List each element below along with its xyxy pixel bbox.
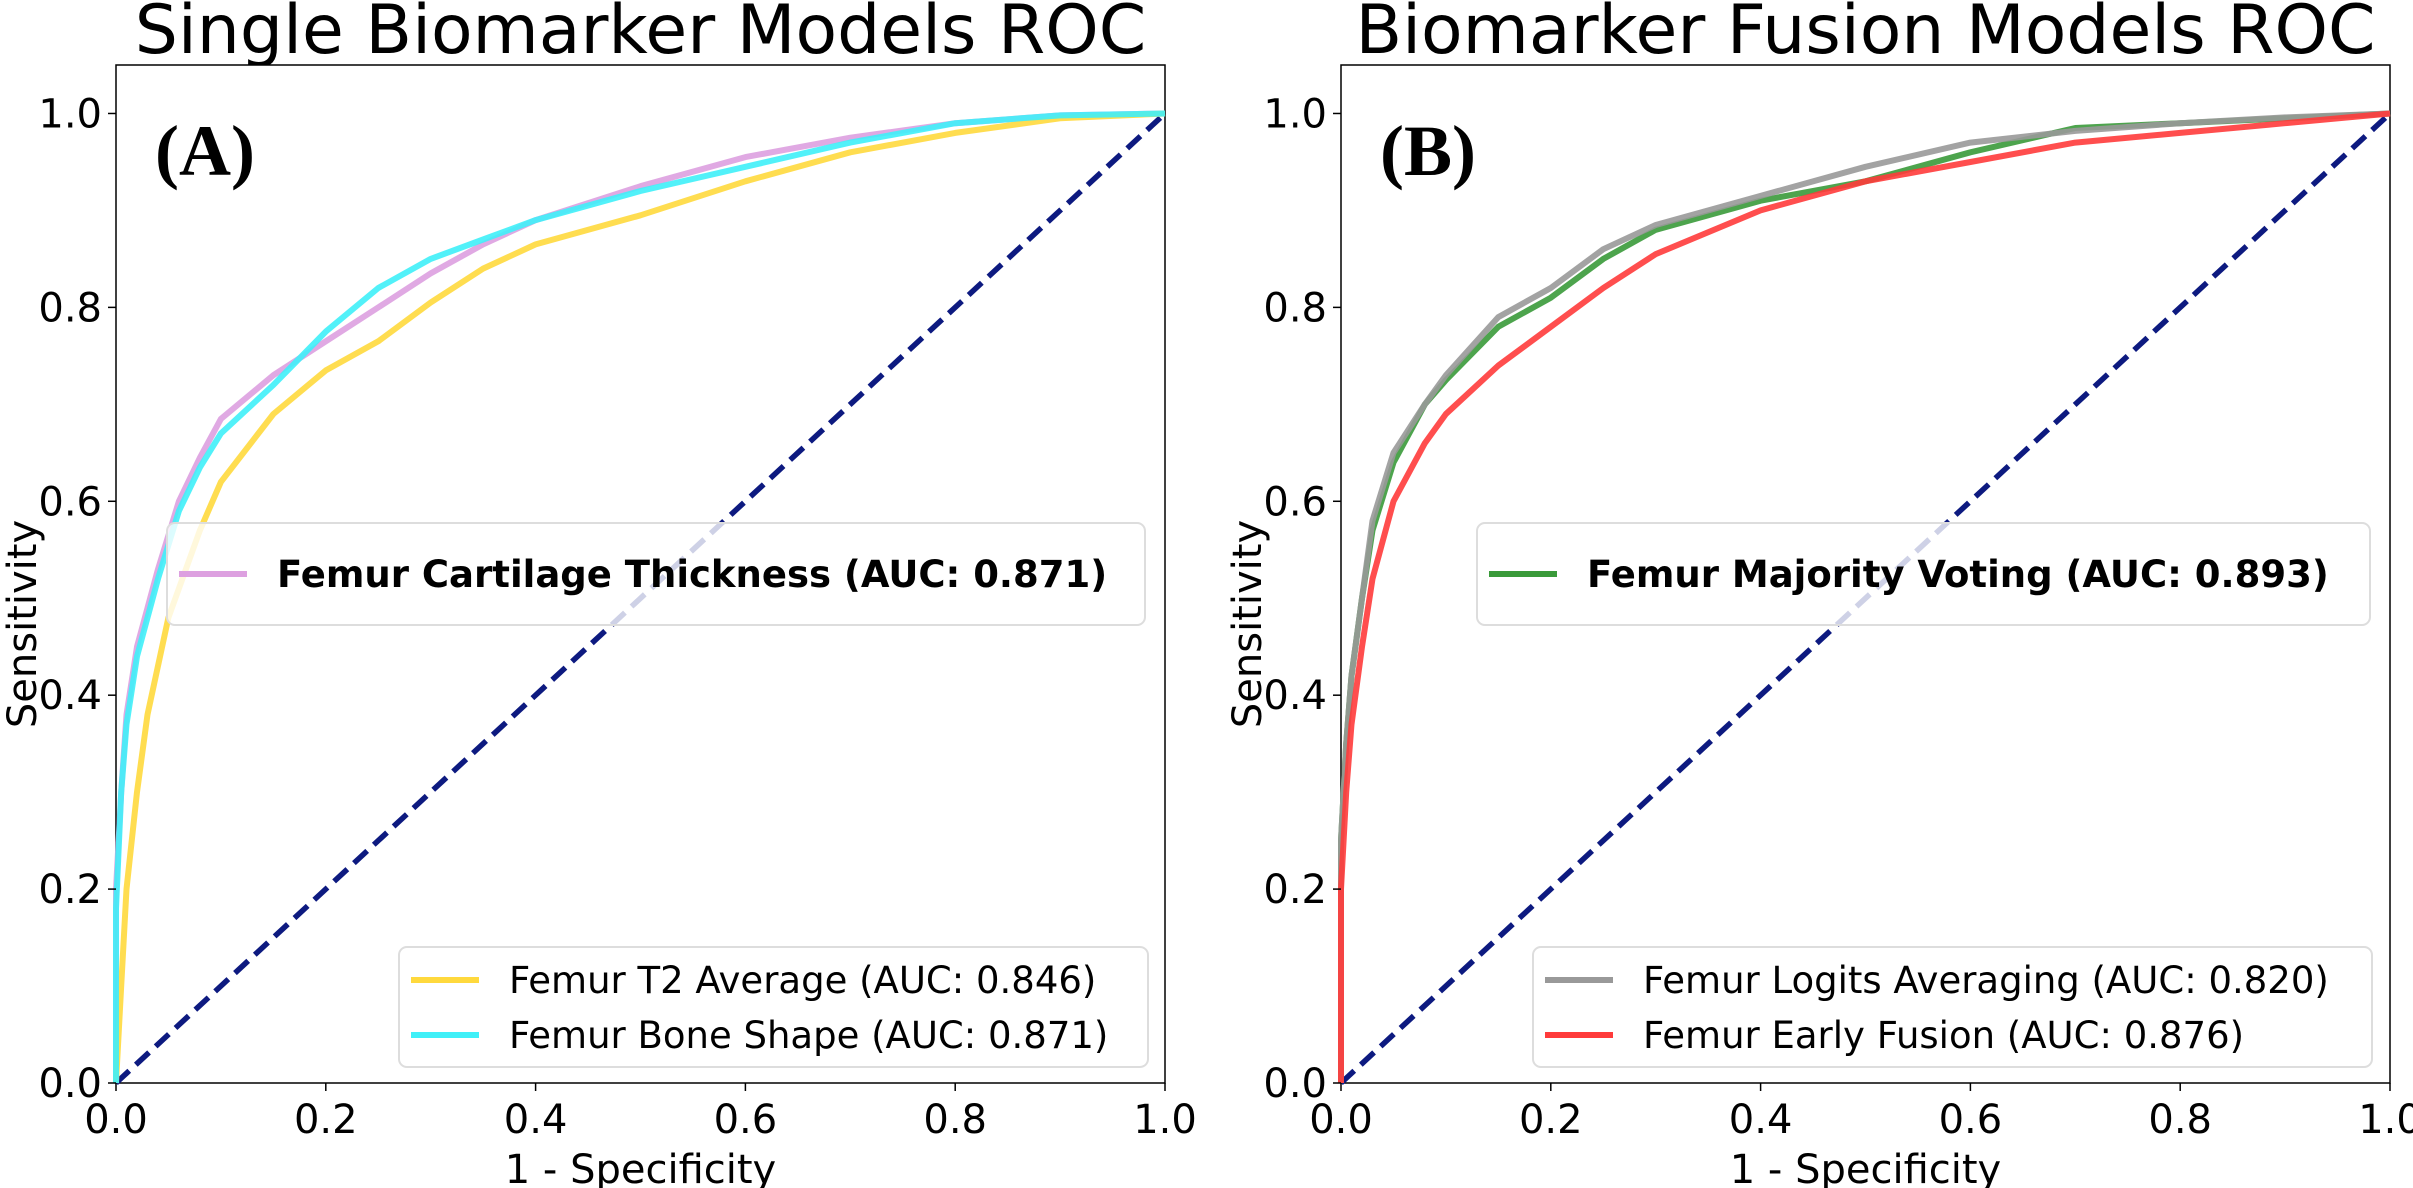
y-axis-label: Sensitivity: [1225, 520, 1271, 728]
chart-title: Single Biomarker Models ROC: [135, 0, 1147, 70]
legend-box: [1476, 522, 2371, 626]
panel-label: (B): [1380, 111, 1476, 191]
y-axis-label: Sensitivity: [0, 520, 46, 728]
y-tick-label: 0.4: [1263, 673, 1327, 719]
legend-label: Femur Early Fusion (AUC: 0.876): [1643, 1014, 2244, 1057]
roc-curve-1: [113, 110, 1166, 1084]
x-tick-label: 1.0: [2358, 1097, 2413, 1143]
y-tick-label: 1.0: [38, 91, 102, 137]
y-tick-label: 0.8: [38, 285, 102, 331]
legend-label: Femur Logits Averaging (AUC: 0.820): [1643, 959, 2329, 1002]
x-tick-label: 0.4: [504, 1097, 568, 1143]
y-tick-label: 0.8: [1263, 285, 1327, 331]
x-tick-label: 0.0: [84, 1097, 148, 1143]
chart-panel-b: Biomarker Fusion Models ROC 0.0 0.2 0.4 0.6 0…: [1225, 0, 2413, 1188]
chart-panel-a: Single Biomarker Models ROC 0.0 0.2 0.4 0.6 0…: [0, 0, 1197, 1188]
legend-label: Femur Cartilage Thickness (AUC: 0.871): [277, 553, 1107, 596]
x-tick-label: 1.0: [1133, 1097, 1197, 1143]
roc-curve-1: [1338, 110, 2391, 1083]
x-tick-label: 0.2: [294, 1097, 358, 1143]
legend: Femur Logits Averaging (AUC: 0.820) Femur…: [1532, 946, 2373, 1068]
y-tick-label: 0.4: [38, 673, 102, 719]
x-tick-label: 0.6: [714, 1097, 778, 1143]
y-tick-label: 1.0: [1263, 91, 1327, 137]
legend-label: Femur Bone Shape (AUC: 0.871): [509, 1014, 1108, 1057]
legend-box: [166, 522, 1146, 626]
x-tick-label: 0.6: [1939, 1097, 2003, 1143]
legend-box: [398, 946, 1149, 1068]
y-tick-label: 0.0: [1263, 1061, 1327, 1107]
legend-highlight: Femur Cartilage Thickness (AUC: 0.871): [166, 522, 1146, 626]
y-tick-label: 0.2: [38, 867, 102, 913]
legend-box: [1532, 946, 2373, 1068]
panel-label: (A): [155, 111, 255, 191]
legend: Femur T2 Average (AUC: 0.846) Femur Bone …: [398, 946, 1149, 1068]
roc-curve-2: [1338, 110, 2391, 1083]
x-tick-label: 0.8: [923, 1097, 987, 1143]
y-tick-label: 0.6: [38, 479, 102, 525]
x-axis-label: 1 - Specificity: [1730, 1147, 2001, 1188]
x-tick-label: 0.2: [1519, 1097, 1583, 1143]
y-tick-label: 0.6: [1263, 479, 1327, 525]
x-tick-label: 0.0: [1309, 1097, 1373, 1143]
x-axis-label: 1 - Specificity: [505, 1147, 776, 1188]
legend-label: Femur T2 Average (AUC: 0.846): [509, 959, 1096, 1002]
legend-highlight: Femur Majority Voting (AUC: 0.893): [1476, 522, 2371, 626]
y-tick-label: 0.2: [1263, 867, 1327, 913]
x-tick-label: 0.4: [1729, 1097, 1793, 1143]
chart-title: Biomarker Fusion Models ROC: [1356, 0, 2376, 70]
roc-curve-2: [113, 110, 1166, 1083]
x-tick-label: 0.8: [2148, 1097, 2212, 1143]
y-tick-label: 0.0: [38, 1061, 102, 1107]
legend-label: Femur Majority Voting (AUC: 0.893): [1587, 553, 2329, 596]
